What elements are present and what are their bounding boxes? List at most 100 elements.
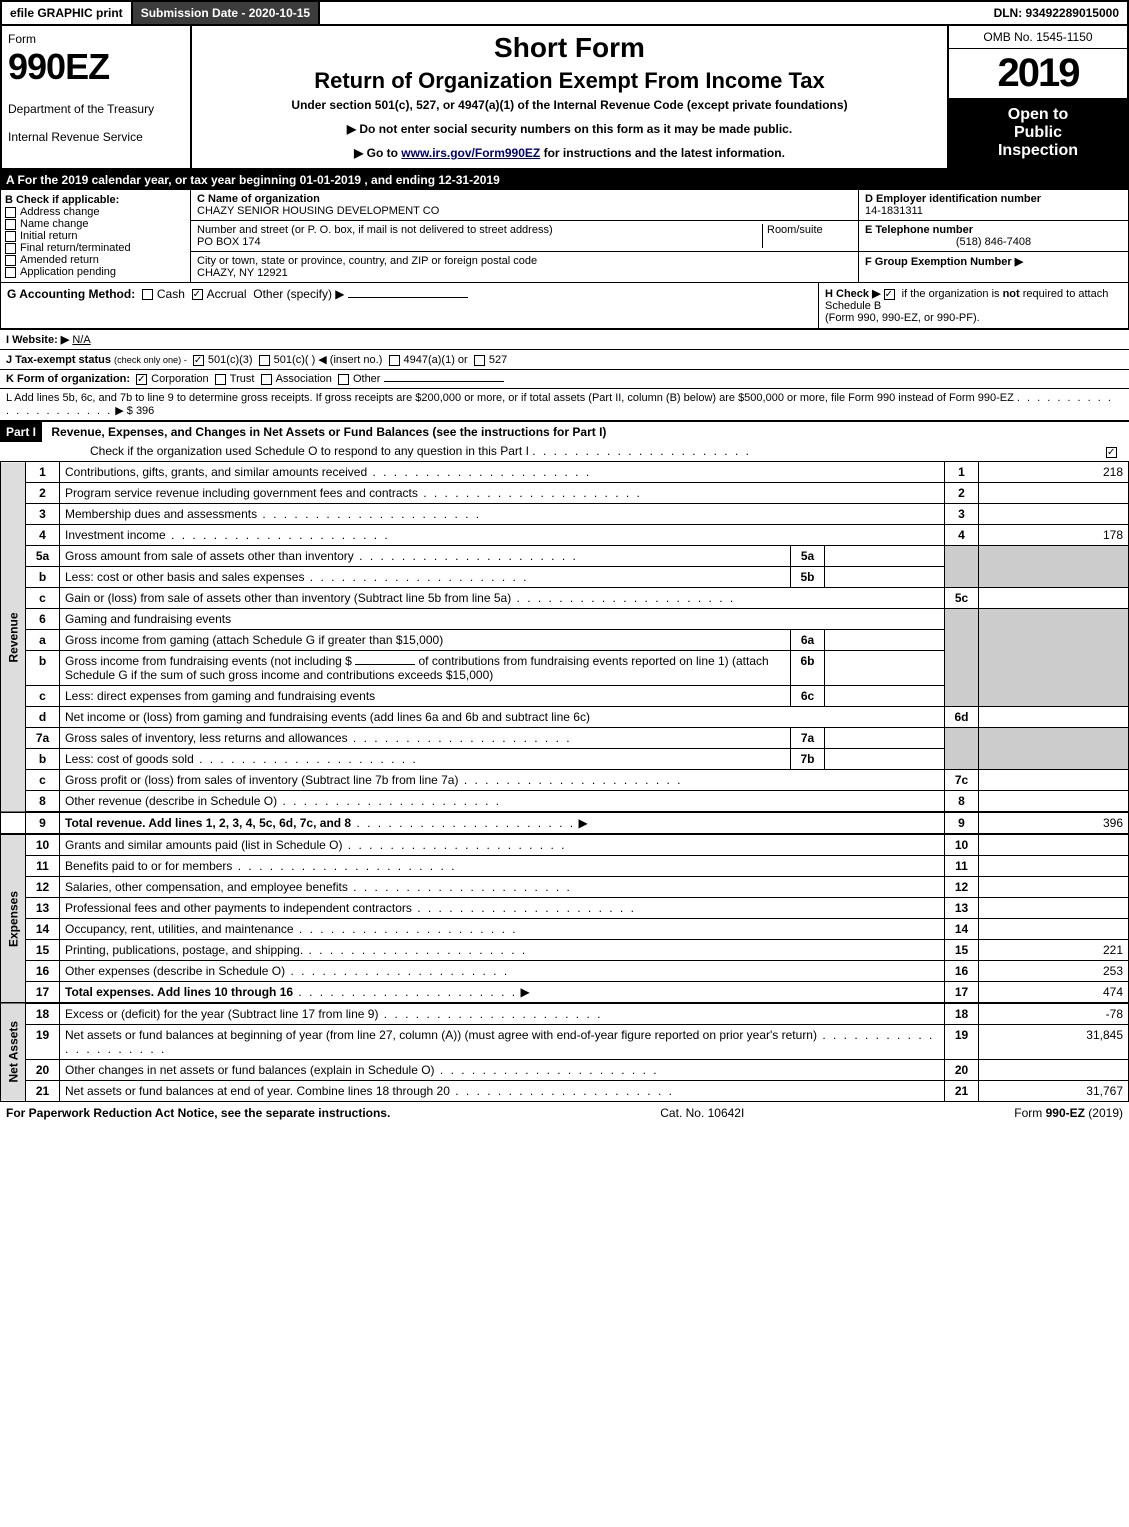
h-label: H Check ▶ xyxy=(825,288,881,300)
form-ref: Form 990-EZ (2019) xyxy=(1014,1106,1123,1120)
section-b-title: B Check if applicable: xyxy=(5,194,119,206)
short-form-title: Short Form xyxy=(198,32,941,64)
line-14-value xyxy=(979,919,1129,940)
g-h-row: G Accounting Method: Cash Accrual Other … xyxy=(0,283,1129,329)
line-13-value xyxy=(979,898,1129,919)
chk-final-return[interactable] xyxy=(5,243,16,254)
line-11-value xyxy=(979,856,1129,877)
line-4-value: 178 xyxy=(979,525,1129,546)
chk-amended-return[interactable] xyxy=(5,255,16,266)
goto-pre: ▶ Go to xyxy=(354,146,401,160)
line-3-value xyxy=(979,504,1129,525)
chk-4947[interactable] xyxy=(389,355,400,366)
org-name: CHAZY SENIOR HOUSING DEVELOPMENT CO xyxy=(197,205,439,217)
line-7b-value xyxy=(825,749,945,770)
dept-irs: Internal Revenue Service xyxy=(8,130,184,144)
ein-value: 14-1831311 xyxy=(865,205,923,217)
chk-corporation[interactable] xyxy=(136,374,147,385)
section-c: C Name of organization CHAZY SENIOR HOUS… xyxy=(191,190,858,282)
other-org-field[interactable] xyxy=(384,381,504,382)
efile-print-button[interactable]: efile GRAPHIC print xyxy=(2,2,133,24)
line-1-value: 218 xyxy=(979,462,1129,483)
line-12-value xyxy=(979,877,1129,898)
header-center: Short Form Return of Organization Exempt… xyxy=(192,26,947,168)
line-8-value xyxy=(979,791,1129,813)
chk-501c3[interactable] xyxy=(193,355,204,366)
accounting-method-label: G Accounting Method: xyxy=(7,287,135,301)
website-label: I Website: ▶ xyxy=(6,334,69,346)
part-1-label: Part I xyxy=(0,422,42,442)
line-5b-value xyxy=(825,567,945,588)
chk-accrual[interactable] xyxy=(192,289,203,300)
form-word: Form xyxy=(8,32,184,46)
dept-treasury: Department of the Treasury xyxy=(8,102,184,116)
line-5c-value xyxy=(979,588,1129,609)
org-info-block: B Check if applicable: Address change Na… xyxy=(0,190,1129,283)
ein-label: D Employer identification number xyxy=(865,193,1041,205)
website-value: N/A xyxy=(72,334,90,346)
page-footer: For Paperwork Reduction Act Notice, see … xyxy=(0,1102,1129,1124)
line-7a-value xyxy=(825,728,945,749)
netassets-sidebar: Net Assets xyxy=(1,1003,26,1102)
chk-501c[interactable] xyxy=(259,355,270,366)
form-number: 990EZ xyxy=(8,46,184,88)
chk-schedule-o-part1[interactable] xyxy=(1106,447,1117,458)
line-19-value: 31,845 xyxy=(979,1025,1129,1060)
room-suite-label: Room/suite xyxy=(762,224,852,248)
part-1-header: Part I Revenue, Expenses, and Changes in… xyxy=(0,420,1129,460)
line-10-value xyxy=(979,834,1129,856)
chk-other-org[interactable] xyxy=(338,374,349,385)
line-5a-value xyxy=(825,546,945,567)
other-specify-field[interactable] xyxy=(348,297,468,298)
line-20-value xyxy=(979,1060,1129,1081)
dln-label: DLN: 93492289015000 xyxy=(986,2,1127,24)
goto-post: for instructions and the latest informat… xyxy=(540,146,785,160)
catalog-number: Cat. No. 10642I xyxy=(660,1106,744,1120)
phone-label: E Telephone number xyxy=(865,224,973,236)
group-exemption-label: F Group Exemption Number ▶ xyxy=(865,256,1023,268)
chk-application-pending[interactable] xyxy=(5,267,16,278)
line-17-value: 474 xyxy=(979,982,1129,1004)
line-16-value: 253 xyxy=(979,961,1129,982)
goto-note: ▶ Go to www.irs.gov/Form990EZ for instru… xyxy=(198,146,941,160)
line-9-value: 396 xyxy=(979,812,1129,834)
revenue-sidebar: Revenue xyxy=(1,462,26,813)
website-line: I Website: ▶ N/A xyxy=(0,329,1129,349)
l-text: L Add lines 5b, 6c, and 7b to line 9 to … xyxy=(6,392,1014,404)
chk-initial-return[interactable] xyxy=(5,231,16,242)
chk-association[interactable] xyxy=(261,374,272,385)
line-18-value: -78 xyxy=(979,1003,1129,1025)
paperwork-notice: For Paperwork Reduction Act Notice, see … xyxy=(6,1106,390,1120)
irs-link[interactable]: www.irs.gov/Form990EZ xyxy=(401,146,540,160)
c-addr-label: Number and street (or P. O. box, if mail… xyxy=(197,224,553,236)
chk-schedule-b[interactable] xyxy=(884,289,895,300)
chk-527[interactable] xyxy=(474,355,485,366)
header-left: Form 990EZ Department of the Treasury In… xyxy=(2,26,192,168)
tax-exempt-label: J Tax-exempt status xyxy=(6,354,111,366)
inspection-box: Open to Public Inspection xyxy=(949,98,1127,168)
chk-cash[interactable] xyxy=(142,289,153,300)
form-header: Form 990EZ Department of the Treasury In… xyxy=(0,26,1129,170)
lines-table: Revenue 1 Contributions, gifts, grants, … xyxy=(0,461,1129,1102)
chk-name-change[interactable] xyxy=(5,219,16,230)
tax-exempt-line: J Tax-exempt status (check only one) - 5… xyxy=(0,349,1129,369)
header-right: OMB No. 1545-1150 2019 Open to Public In… xyxy=(947,26,1127,168)
section-b: B Check if applicable: Address change Na… xyxy=(1,190,191,282)
form-of-org-label: K Form of organization: xyxy=(6,373,130,385)
tax-year-line: A For the 2019 calendar year, or tax yea… xyxy=(0,170,1129,190)
line-6b-contrib-field[interactable] xyxy=(355,664,415,665)
submission-date-button[interactable]: Submission Date - 2020-10-15 xyxy=(133,2,320,24)
line-15-value: 221 xyxy=(979,940,1129,961)
line-6a-value xyxy=(825,630,945,651)
top-bar: efile GRAPHIC print Submission Date - 20… xyxy=(0,0,1129,26)
tax-year: 2019 xyxy=(949,49,1127,98)
org-city: CHAZY, NY 12921 xyxy=(197,267,288,279)
chk-address-change[interactable] xyxy=(5,207,16,218)
ssn-warning: ▶ Do not enter social security numbers o… xyxy=(198,122,941,136)
main-title: Return of Organization Exempt From Incom… xyxy=(198,68,941,94)
gross-receipts-line: L Add lines 5b, 6c, and 7b to line 9 to … xyxy=(0,388,1129,420)
line-6d-value xyxy=(979,707,1129,728)
c-city-label: City or town, state or province, country… xyxy=(197,255,537,267)
line-2-value xyxy=(979,483,1129,504)
chk-trust[interactable] xyxy=(215,374,226,385)
